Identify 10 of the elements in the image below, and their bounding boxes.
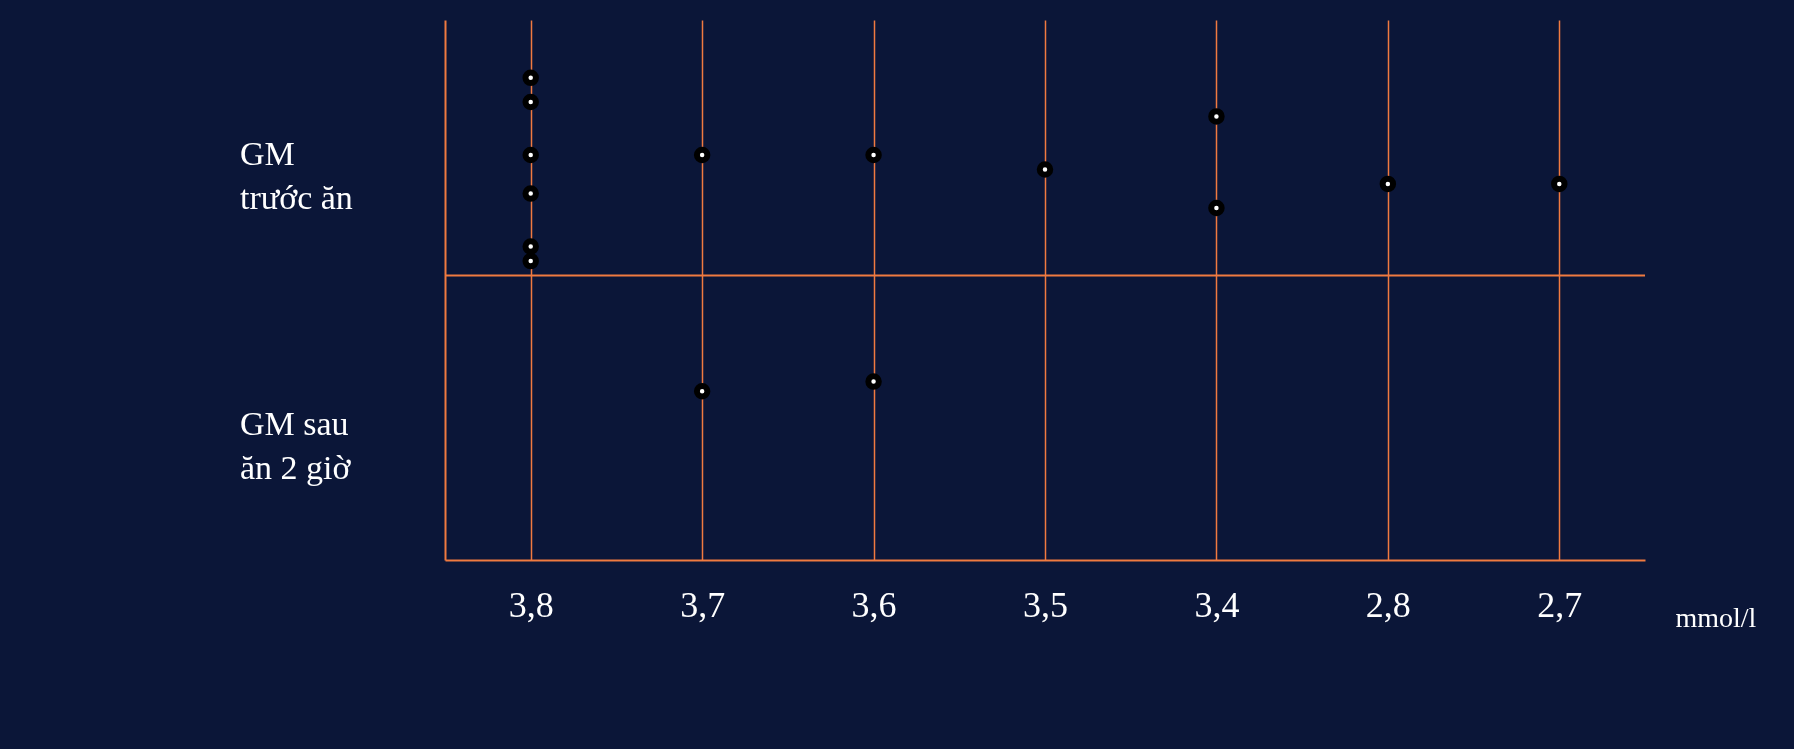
x-tick-label: 3,4 (1194, 584, 1240, 625)
x-tick-label: 2,7 (1537, 584, 1583, 625)
x-tick-label: 3,7 (680, 584, 726, 625)
x-tick-label: 3,5 (1023, 584, 1068, 625)
x-tick-label: 3,8 (508, 584, 554, 625)
text: GM sau ăn 2 giờ (240, 405, 352, 486)
x-tick-label: 3,6 (851, 584, 897, 625)
x-tick-label: 2,8 (1365, 584, 1411, 625)
text: GM trước ăn (240, 135, 353, 216)
x-axis-title: mmol/l (1675, 601, 1757, 633)
